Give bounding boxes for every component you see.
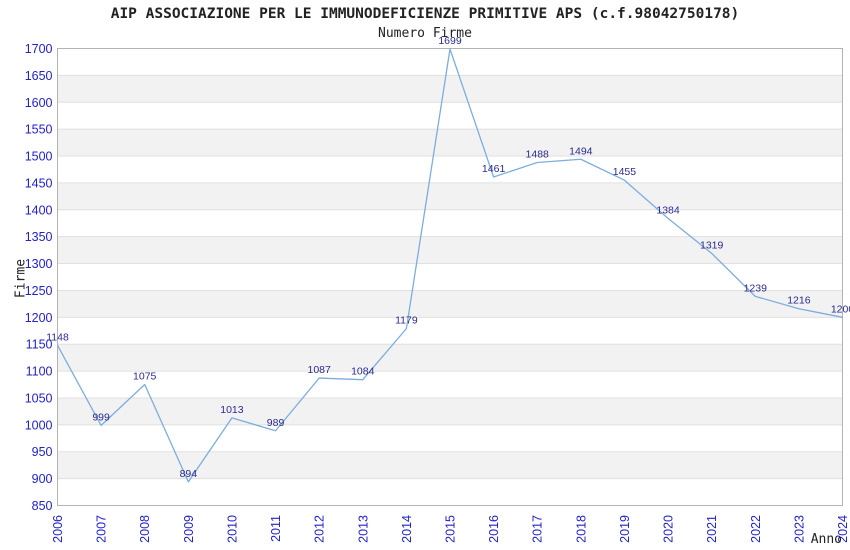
- data-label: 1461: [482, 163, 506, 175]
- y-tick-label: 1400: [25, 203, 53, 217]
- chart-title: AIP ASSOCIAZIONE PER LE IMMUNODEFICIENZE…: [110, 6, 740, 22]
- x-axis-title: Anno: [810, 532, 842, 547]
- data-label: 1075: [133, 371, 157, 383]
- x-tick-label: 2017: [531, 515, 545, 543]
- data-label: 1319: [700, 239, 724, 251]
- data-label: 1200: [831, 303, 850, 315]
- plot-band: [57, 290, 843, 318]
- data-label: 1179: [395, 315, 418, 327]
- x-tick-label: 2024: [836, 515, 850, 543]
- data-label: 1216: [787, 295, 811, 307]
- x-tick-label: 2022: [749, 515, 763, 543]
- plot-band: [57, 397, 843, 425]
- x-tick-label: 2018: [574, 515, 588, 543]
- y-tick-label: 1250: [25, 284, 53, 298]
- data-label: 1013: [220, 404, 244, 416]
- data-label: 1488: [526, 148, 550, 160]
- x-tick-label: 2009: [182, 515, 196, 543]
- y-tick-label: 1350: [25, 230, 53, 244]
- data-label: 989: [267, 417, 285, 429]
- x-tick-label: 2007: [95, 515, 109, 543]
- plot-band: [57, 156, 843, 183]
- x-tick-label: 2019: [618, 515, 632, 543]
- x-tick-label: 2021: [705, 515, 719, 543]
- y-tick-label: 1600: [25, 96, 53, 110]
- data-label: 1494: [569, 145, 593, 157]
- plot-band: [57, 75, 843, 103]
- plot-band: [57, 263, 843, 291]
- x-tick-label: 2015: [444, 515, 458, 543]
- plot-band: [57, 182, 843, 210]
- series-line: [56, 48, 843, 483]
- plot-band: [57, 102, 843, 130]
- x-tick-label: 2008: [138, 515, 152, 543]
- y-tick-label: 1450: [25, 176, 53, 190]
- y-tick-label: 1650: [25, 69, 53, 83]
- y-tick-label: 1500: [25, 150, 53, 164]
- x-tick-label: 2020: [662, 515, 676, 543]
- data-label: 1699: [438, 35, 462, 47]
- y-tick-label: 1100: [26, 365, 53, 379]
- x-tick-label: 2013: [356, 515, 370, 543]
- plot-band: [57, 344, 843, 372]
- plot-band: [57, 236, 843, 264]
- plot-band: [57, 209, 843, 237]
- y-tick-label: 1550: [25, 123, 53, 137]
- y-tick-label: 900: [32, 472, 53, 486]
- data-label: 1455: [613, 166, 637, 178]
- x-tick-label: 2011: [269, 515, 283, 542]
- plot-band: [57, 478, 843, 506]
- data-label: 1084: [351, 366, 375, 378]
- x-tick-label: 2023: [792, 515, 806, 543]
- data-label: 999: [92, 411, 110, 423]
- plot-band: [57, 129, 843, 157]
- plot-band: [57, 451, 843, 479]
- y-tick-label: 1200: [25, 311, 53, 325]
- x-tick-label: 2006: [51, 515, 65, 543]
- x-tick-label: 2014: [400, 515, 414, 543]
- plot-band: [57, 371, 843, 398]
- data-label: 1148: [46, 331, 69, 343]
- data-label: 1384: [656, 204, 680, 216]
- data-label: 894: [180, 468, 198, 480]
- plot-band: [57, 317, 843, 345]
- data-label: 1239: [744, 282, 768, 294]
- y-tick-label: 1700: [25, 42, 53, 56]
- data-label: 1087: [307, 364, 331, 376]
- plot-band: [57, 424, 843, 452]
- y-tick-label: 950: [32, 445, 53, 459]
- y-tick-label: 850: [32, 499, 53, 513]
- x-tick-label: 2010: [225, 515, 239, 543]
- y-tick-label: 1050: [25, 391, 53, 405]
- x-tick-label: 2012: [313, 515, 327, 543]
- y-tick-label: 1300: [25, 257, 53, 271]
- x-tick-label: 2016: [487, 515, 501, 543]
- chart-subtitle: Numero Firme: [378, 26, 472, 41]
- y-tick-label: 1150: [26, 338, 53, 352]
- y-tick-label: 1000: [25, 418, 53, 432]
